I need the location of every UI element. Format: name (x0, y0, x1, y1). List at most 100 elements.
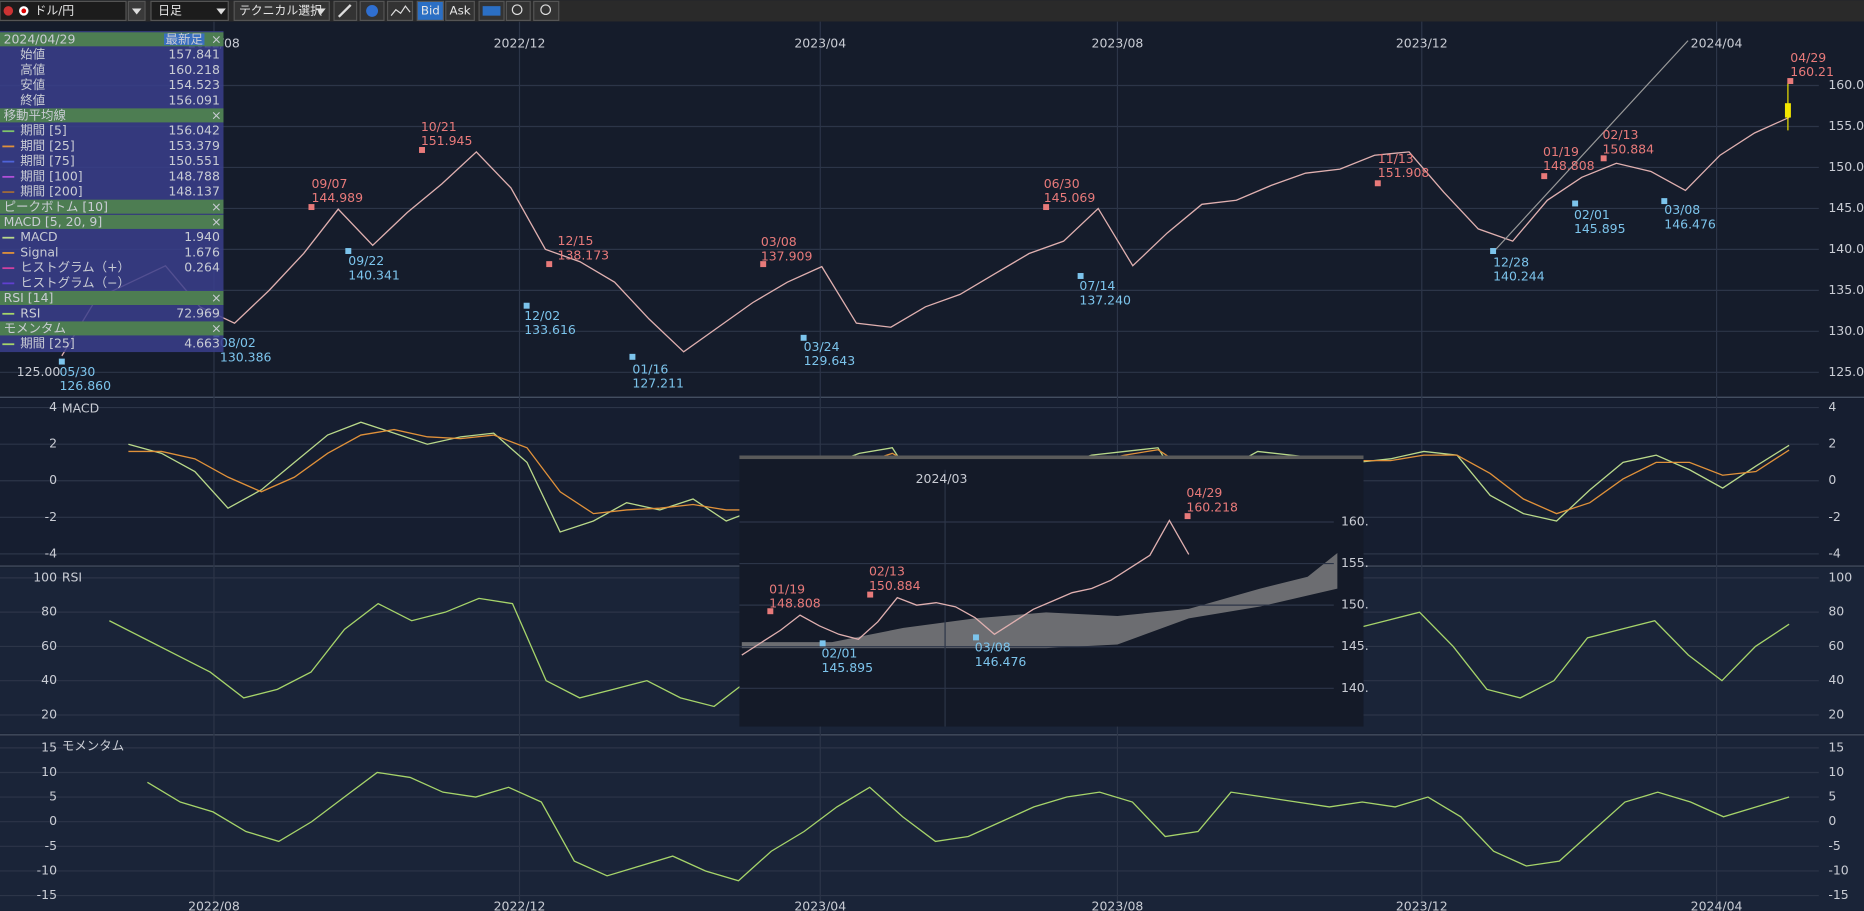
annotation-marker (819, 640, 826, 647)
info-date: 2024/04/29 (4, 31, 76, 46)
ohlc-label: 始値 (20, 47, 45, 62)
technical: テクニカル選択 (239, 3, 322, 17)
x-tick-label: 2022/12 (494, 36, 546, 51)
row-label: MACD (20, 229, 57, 244)
technical-select[interactable] (233, 0, 330, 22)
zoom-in-button[interactable] (533, 0, 560, 22)
row-label: 期間 [100] (20, 168, 82, 183)
annotation-value: 140.341 (348, 267, 400, 282)
row-label: 期間 [75] (20, 153, 75, 168)
ichimoku-cloud (741, 552, 1338, 649)
latest-button[interactable] (164, 33, 205, 46)
row-value: 0.264 (184, 260, 220, 275)
annotation-marker (308, 204, 315, 211)
ask: Ask (449, 3, 470, 17)
close-button[interactable]: × (211, 199, 221, 214)
close-button[interactable]: × (211, 321, 221, 336)
candle-body (1784, 103, 1791, 118)
row-label: RSI (20, 305, 40, 320)
pair-select[interactable] (0, 0, 127, 22)
annotation-date: 01/19 (1543, 144, 1579, 159)
annotation-value: 140.244 (1493, 269, 1545, 284)
annotation-date: 06/30 (1044, 176, 1080, 191)
y-tick-label: 0 (1828, 472, 1836, 487)
y-tick-label: 2 (49, 436, 57, 451)
trend-line (1492, 40, 1689, 253)
dropdown-arrow (216, 8, 226, 15)
annotation-value: 150.884 (869, 578, 921, 593)
y-tick-label: 160.00 (1828, 77, 1864, 92)
panel-title: MACD (62, 401, 99, 416)
y-tick-label: 135.00 (1828, 282, 1864, 297)
series-line (741, 519, 1190, 656)
annotation-date: 10/21 (421, 119, 457, 134)
y-tick-label: -5 (1828, 838, 1840, 853)
row-value: 72.969 (176, 305, 220, 320)
row-value: 156.042 (168, 123, 220, 138)
annotation-value: 151.945 (421, 133, 473, 148)
bid-button[interactable] (416, 0, 445, 22)
annotation-marker (973, 634, 979, 641)
panel-title: RSI (62, 569, 82, 584)
annotation-value: 145.895 (1574, 221, 1626, 236)
close-button[interactable]: × (211, 31, 221, 46)
x-tick-label: 2023/04 (794, 36, 846, 51)
ask-button[interactable] (445, 0, 475, 22)
section-header (0, 321, 224, 336)
annotation-value: 148.808 (1543, 158, 1595, 173)
x-tick-label: 2024/04 (1691, 36, 1743, 51)
y-tick-label: 145.00 (1828, 200, 1864, 215)
annotation-marker (800, 334, 807, 341)
y-tick-label: 4 (1828, 399, 1836, 414)
y-tick-label: -2 (45, 509, 57, 524)
annotation-marker (1374, 180, 1381, 187)
close-button[interactable]: × (211, 214, 221, 229)
ohlc-value: 157.841 (168, 47, 220, 62)
latest-label: 最新足 (166, 31, 204, 46)
zoom-out-button[interactable] (505, 0, 531, 22)
y-tick-label: 160. (1341, 514, 1369, 529)
bid: Bid (421, 3, 440, 17)
ohlc-value: 156.091 (168, 92, 220, 107)
annotation-date: 01/19 (769, 581, 805, 596)
ohlc-label: 安値 (20, 77, 45, 92)
annotation-value: 126.860 (59, 378, 111, 393)
close-button[interactable]: × (211, 290, 221, 305)
annotation-date: 07/14 (1079, 278, 1115, 293)
y-tick-label: 0 (49, 813, 57, 828)
annotation-marker (760, 261, 767, 268)
y-tick-label: 145. (1341, 638, 1369, 653)
annotation-marker (546, 261, 553, 268)
row-value: 4.663 (184, 336, 220, 351)
annotation-date: 01/16 (632, 361, 668, 376)
annotation-date: 04/29 (1790, 50, 1826, 65)
row-value: 1.940 (184, 229, 220, 244)
annotation-date: 02/01 (821, 646, 857, 661)
annotation-value: 133.616 (524, 322, 576, 337)
y-tick-label: -10 (1828, 862, 1848, 877)
annotation-date: 12/15 (558, 233, 594, 248)
annotation-date: 02/13 (1602, 127, 1638, 142)
pen-icon (337, 4, 352, 18)
annotation-value: 151.908 (1378, 165, 1430, 180)
annotation-value: 144.989 (311, 190, 363, 205)
y-tick-label: 150. (1341, 597, 1369, 612)
close-button[interactable]: × (211, 107, 221, 122)
annotation-value: 138.173 (558, 247, 610, 262)
pair: ドル/円 (34, 3, 74, 17)
section-title: RSI [14] (4, 290, 54, 305)
annotation-date: 09/07 (311, 176, 347, 191)
series-line (147, 771, 1790, 882)
timeframe-select[interactable] (150, 0, 229, 22)
section-header (0, 214, 224, 229)
info-icon (366, 4, 379, 17)
y-tick-label: 10 (41, 764, 57, 779)
annotation-marker (1572, 200, 1579, 207)
annotation-date: 11/13 (1378, 151, 1414, 166)
compare-icon (482, 6, 501, 16)
chart-style-button[interactable] (386, 0, 414, 22)
annotation-date: 03/08 (1664, 202, 1700, 217)
y-tick-label: 80 (41, 604, 57, 619)
annotation-value: 150.884 (1602, 141, 1654, 156)
x-tick-label: 2024/03 (916, 471, 968, 486)
